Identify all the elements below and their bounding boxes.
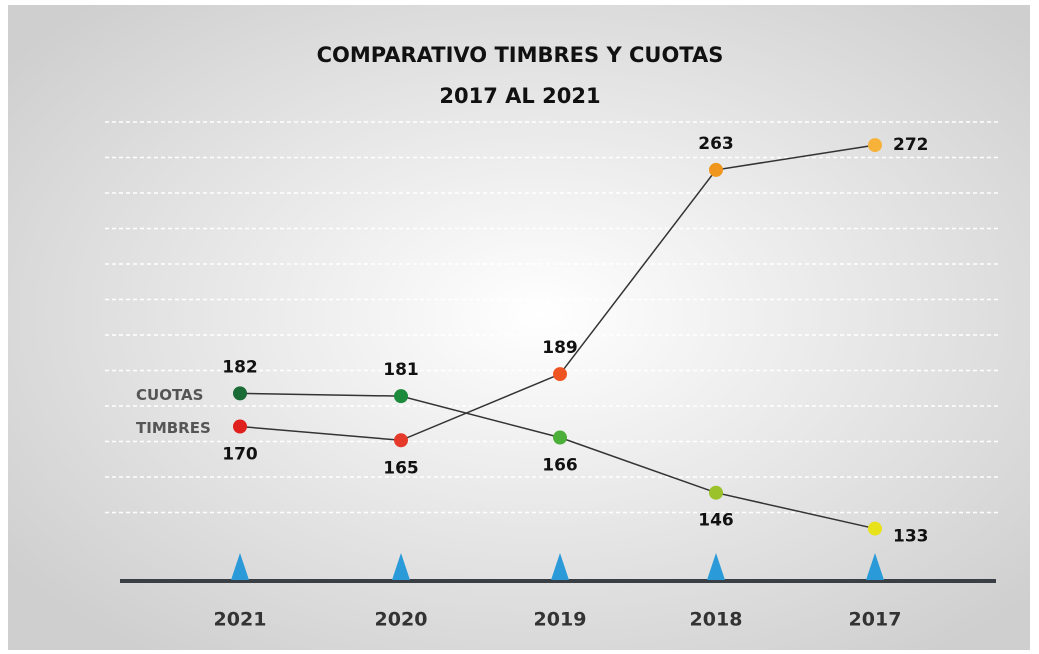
data-point xyxy=(394,389,408,404)
data-label: 165 xyxy=(383,458,419,478)
data-label: 182 xyxy=(222,357,258,377)
chart-subtitle: 2017 AL 2021 xyxy=(439,84,600,108)
x-tick-label: 2020 xyxy=(375,609,428,631)
x-tick-label: 2017 xyxy=(849,609,902,631)
data-point xyxy=(709,162,723,177)
data-point xyxy=(709,485,723,500)
data-point xyxy=(868,138,882,153)
x-tick-label: 2018 xyxy=(690,609,743,631)
category-marker xyxy=(551,553,569,580)
data-point xyxy=(553,367,567,382)
category-marker xyxy=(707,553,725,580)
data-point xyxy=(868,521,882,536)
data-label: 133 xyxy=(893,527,929,547)
data-label: 272 xyxy=(893,135,929,155)
chart-background xyxy=(8,5,1030,650)
category-marker xyxy=(231,553,249,580)
data-label: 263 xyxy=(698,134,734,154)
legend-label: CUOTAS xyxy=(136,386,203,404)
data-point xyxy=(553,430,567,445)
category-marker xyxy=(866,553,884,580)
data-label: 170 xyxy=(222,444,258,464)
category-marker xyxy=(392,553,410,580)
x-tick-label: 2019 xyxy=(534,609,587,631)
chart-title: COMPARATIVO TIMBRES Y CUOTAS xyxy=(317,43,724,67)
data-label: 166 xyxy=(542,456,578,476)
legend-label: TIMBRES xyxy=(136,419,211,437)
data-point xyxy=(233,386,247,401)
data-label: 181 xyxy=(383,360,419,380)
data-label: 146 xyxy=(698,511,734,531)
data-point xyxy=(394,433,408,448)
x-tick-label: 2021 xyxy=(214,609,267,631)
data-label: 189 xyxy=(542,338,578,358)
data-point xyxy=(233,419,247,434)
